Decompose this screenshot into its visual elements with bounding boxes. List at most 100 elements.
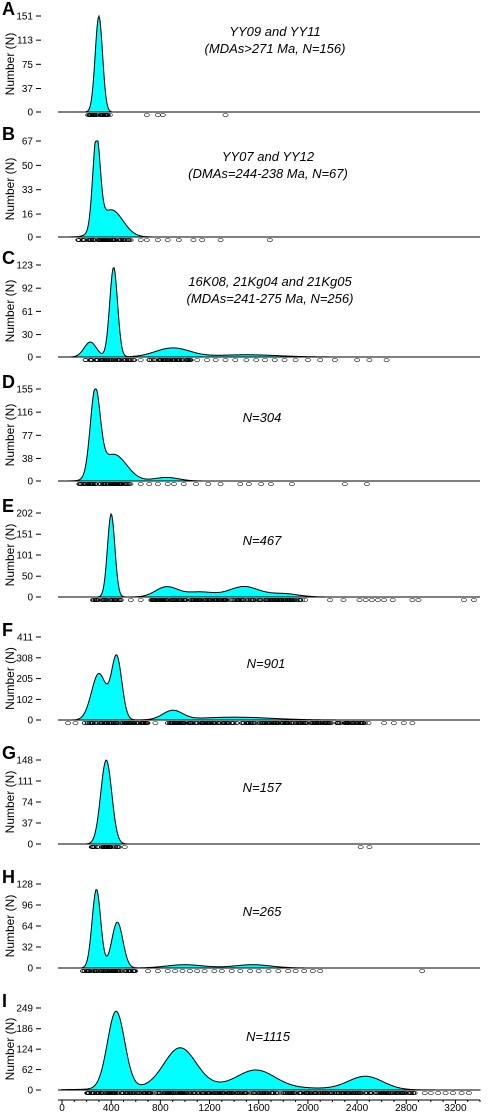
sample-marker-I-253 [403,1091,410,1095]
ytick-label-D-0: 0 [27,477,33,488]
sample-marker-I-421 [327,1091,334,1095]
sample-marker-I-437 [298,1091,304,1095]
sample-marker-E-255 [190,598,197,602]
ytick-label-D-4: 155 [16,385,33,396]
sample-marker-I-465 [458,1091,465,1095]
sample-marker-I-322 [274,1091,281,1095]
sample-marker-F-87 [108,721,115,725]
panel-letter-D: D [2,372,15,392]
sample-marker-H-57 [114,969,121,973]
sample-marker-I-319 [363,1091,370,1095]
kde-area-F [62,654,480,721]
sample-marker-F-85 [106,721,112,725]
sample-marker-H-31 [122,969,129,973]
sample-marker-B-66 [105,238,112,242]
ytick-label-C-1: 30 [22,330,34,341]
kde-area-A [62,14,480,113]
sample-marker-F-88 [134,721,141,725]
panel-letter-H: H [2,867,15,887]
sample-marker-C-142 [317,358,324,362]
sample-marker-E-244 [302,598,308,602]
ytick-label-H-4: 128 [16,880,33,891]
sample-marker-I-365 [201,1091,208,1095]
sample-marker-I-390 [381,1091,387,1095]
sample-marker-G-33 [101,845,108,849]
sample-marker-C-63 [97,358,104,362]
ylabel-B: Number (N) [3,158,17,221]
sample-marker-D-58 [85,482,92,486]
sample-marker-F-372 [65,721,71,725]
sample-marker-E-37 [100,598,107,602]
panel-letter-I: I [2,991,7,1011]
panel-letter-E: E [2,496,14,516]
sample-marker-A-34 [143,113,150,117]
sample-marker-F-350 [308,721,314,725]
sample-marker-B-82 [266,238,273,242]
sample-marker-I-403 [270,1091,276,1095]
sample-marker-B-78 [175,238,182,242]
ytick-label-I-0: 0 [27,1086,33,1097]
sample-marker-C-141 [304,358,311,362]
sample-marker-E-265 [381,598,387,602]
sample-marker-F-340 [266,721,273,725]
sample-marker-H-94 [292,969,299,973]
annotation-C-0: 16K08, 21Kg04 and 21Kg05 [188,274,352,289]
kde-area-I [61,1010,481,1091]
sample-marker-C-136 [253,358,260,362]
sample-marker-C-128 [184,358,191,362]
sample-marker-E-229 [269,598,276,602]
sample-marker-F-79 [122,721,128,725]
panel-letter-A: A [2,0,15,19]
sample-marker-I-448 [195,1091,201,1095]
ytick-label-F-2: 205 [16,674,33,685]
sample-marker-I-466 [465,1091,472,1095]
sample-marker-C-135 [243,358,250,362]
sample-marker-D-85 [258,482,265,486]
sample-marker-G-41 [357,845,364,849]
sample-marker-C-66 [100,358,106,362]
sample-marker-C-133 [222,358,229,362]
ytick-label-D-3: 116 [17,408,33,419]
sample-marker-I-459 [211,1091,218,1095]
annotation-A-1: (MDAs>271 Ma, N=156) [205,41,346,56]
sample-marker-H-95 [301,969,308,973]
ytick-label-B-0: 0 [27,233,33,244]
sample-marker-A-29 [93,113,99,117]
sample-marker-I-406 [366,1091,373,1095]
sample-marker-B-75 [143,238,150,242]
ytick-label-C-0: 0 [27,353,33,364]
sample-marker-E-232 [211,598,218,602]
sample-marker-G-36 [88,845,95,849]
sample-marker-I-316 [96,1091,102,1095]
sample-marker-G-38 [114,845,121,849]
sample-marker-F-246 [275,721,282,725]
sample-marker-H-78 [154,969,161,973]
sample-marker-E-267 [409,598,416,602]
ytick-label-B-1: 16 [22,210,34,221]
ytick-label-G-0: 0 [27,840,33,851]
sample-marker-C-61 [105,358,112,362]
sample-marker-F-327 [295,721,302,725]
sample-marker-E-253 [257,598,264,602]
sample-marker-E-240 [279,598,286,602]
ytick-label-H-2: 64 [22,922,34,933]
sample-marker-F-324 [167,721,174,725]
annotation-A-0: YY09 and YY11 [229,24,320,39]
sample-marker-F-335 [347,721,354,725]
sample-marker-I-384 [106,1091,113,1095]
sample-marker-I-457 [136,1091,143,1095]
sample-marker-G-37 [104,845,111,849]
ytick-label-A-2: 75 [22,60,34,71]
sample-marker-F-322 [210,721,217,725]
sample-marker-I-453 [157,1091,164,1095]
x-tick-label-2400: 2400 [346,1103,369,1112]
kde-area-D [61,388,480,482]
sample-marker-F-82 [131,721,137,725]
ylabel-C: Number (N) [3,280,17,343]
sample-marker-H-80 [172,969,178,973]
sample-marker-I-450 [198,1091,205,1095]
sample-marker-D-48 [81,482,88,486]
sample-marker-F-357 [282,721,289,725]
sample-marker-I-449 [396,1091,402,1095]
sample-marker-I-422 [282,1091,289,1095]
